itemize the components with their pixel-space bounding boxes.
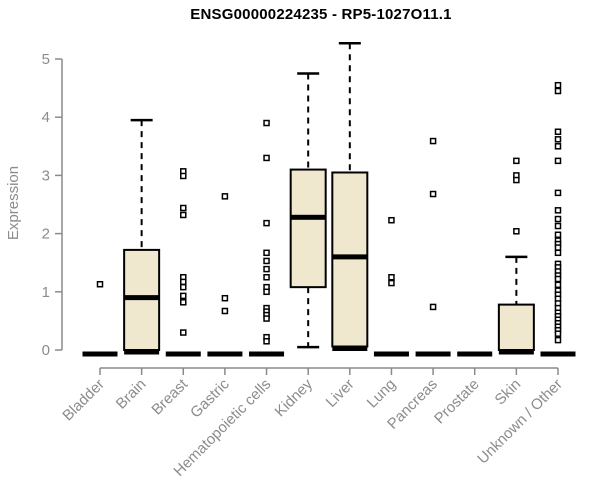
outlier-point bbox=[554, 249, 562, 257]
outlier-point bbox=[263, 257, 270, 265]
outlier-point bbox=[263, 119, 270, 127]
zero-bar bbox=[249, 351, 285, 357]
outlier-point bbox=[554, 275, 562, 283]
outlier-point bbox=[554, 143, 562, 150]
y-tick-label: 0 bbox=[42, 342, 50, 359]
outlier-point bbox=[554, 330, 562, 337]
outlier-point bbox=[388, 216, 395, 224]
zero-bar bbox=[165, 351, 201, 357]
outlier-point bbox=[554, 81, 562, 89]
outlier-point bbox=[429, 303, 437, 311]
x-tick-label: Prostate bbox=[431, 376, 483, 428]
outlier-point bbox=[221, 294, 229, 302]
boxplot-box bbox=[497, 303, 535, 352]
outlier-point bbox=[180, 329, 187, 336]
y-tick-label: 5 bbox=[42, 51, 50, 68]
outlier-point bbox=[554, 157, 562, 165]
outlier-point bbox=[263, 274, 270, 281]
outlier-point bbox=[180, 283, 187, 291]
outlier-point bbox=[263, 265, 270, 273]
outlier-point bbox=[263, 154, 270, 162]
median-line bbox=[290, 214, 326, 220]
outlier-point bbox=[513, 228, 520, 235]
outlier-point bbox=[554, 244, 562, 251]
outlier-point bbox=[263, 338, 270, 345]
outlier-point bbox=[554, 222, 562, 230]
zero-bar bbox=[415, 351, 451, 357]
zero-bar bbox=[457, 351, 493, 357]
boxplot-box bbox=[331, 171, 369, 348]
y-tick-label: 1 bbox=[42, 284, 50, 301]
outlier-point bbox=[263, 315, 270, 322]
x-tick-label: Breast bbox=[148, 375, 191, 418]
outlier-point bbox=[263, 219, 270, 227]
x-tick-label: Bladder bbox=[59, 376, 108, 425]
outlier-point bbox=[429, 137, 437, 145]
outlier-point bbox=[180, 278, 187, 286]
outlier-point bbox=[221, 193, 229, 200]
outlier-point bbox=[554, 336, 562, 344]
boxplot-box bbox=[289, 168, 327, 289]
box-bottom-bar bbox=[332, 346, 368, 352]
outlier-point bbox=[554, 207, 562, 214]
x-tick-label: Lung bbox=[364, 376, 400, 412]
outlier-point bbox=[554, 128, 562, 135]
median-line bbox=[332, 254, 368, 260]
outlier-point bbox=[388, 279, 395, 287]
outlier-point bbox=[263, 249, 270, 257]
outlier-point bbox=[554, 231, 562, 239]
outlier-point bbox=[513, 157, 520, 165]
outlier-point bbox=[554, 136, 562, 143]
outlier-point bbox=[180, 292, 187, 300]
zero-bar bbox=[207, 351, 243, 357]
outlier-point bbox=[96, 280, 104, 288]
outlier-point bbox=[263, 288, 270, 296]
outlier-point bbox=[554, 189, 562, 197]
outlier-point bbox=[429, 190, 437, 198]
outlier-point bbox=[554, 215, 562, 223]
zero-bar bbox=[373, 351, 409, 357]
zero-bar bbox=[540, 351, 576, 357]
y-tick-label: 4 bbox=[42, 109, 50, 126]
outlier-point bbox=[180, 172, 187, 180]
chart-title: ENSG00000224235 - RP5-1027O11.1 bbox=[190, 6, 452, 23]
outlier-point bbox=[180, 299, 187, 306]
outlier-point bbox=[180, 211, 187, 219]
outlier-point bbox=[554, 281, 562, 289]
outlier-point bbox=[513, 176, 520, 184]
box-bottom-bar bbox=[498, 349, 534, 355]
x-tick-label: Skin bbox=[492, 376, 525, 409]
outlier-point bbox=[221, 307, 229, 315]
x-tick-label: Liver bbox=[323, 376, 358, 411]
x-tick-label: Kidney bbox=[272, 375, 317, 420]
zero-bar bbox=[82, 351, 118, 357]
box-bottom-bar bbox=[124, 349, 160, 355]
outlier-point bbox=[388, 274, 395, 281]
y-tick-label: 2 bbox=[42, 226, 50, 243]
y-tick-label: 3 bbox=[42, 167, 50, 184]
outlier-point bbox=[180, 204, 187, 212]
outlier-point bbox=[554, 87, 562, 95]
x-tick-label: Brain bbox=[113, 376, 150, 413]
median-line bbox=[124, 295, 160, 301]
